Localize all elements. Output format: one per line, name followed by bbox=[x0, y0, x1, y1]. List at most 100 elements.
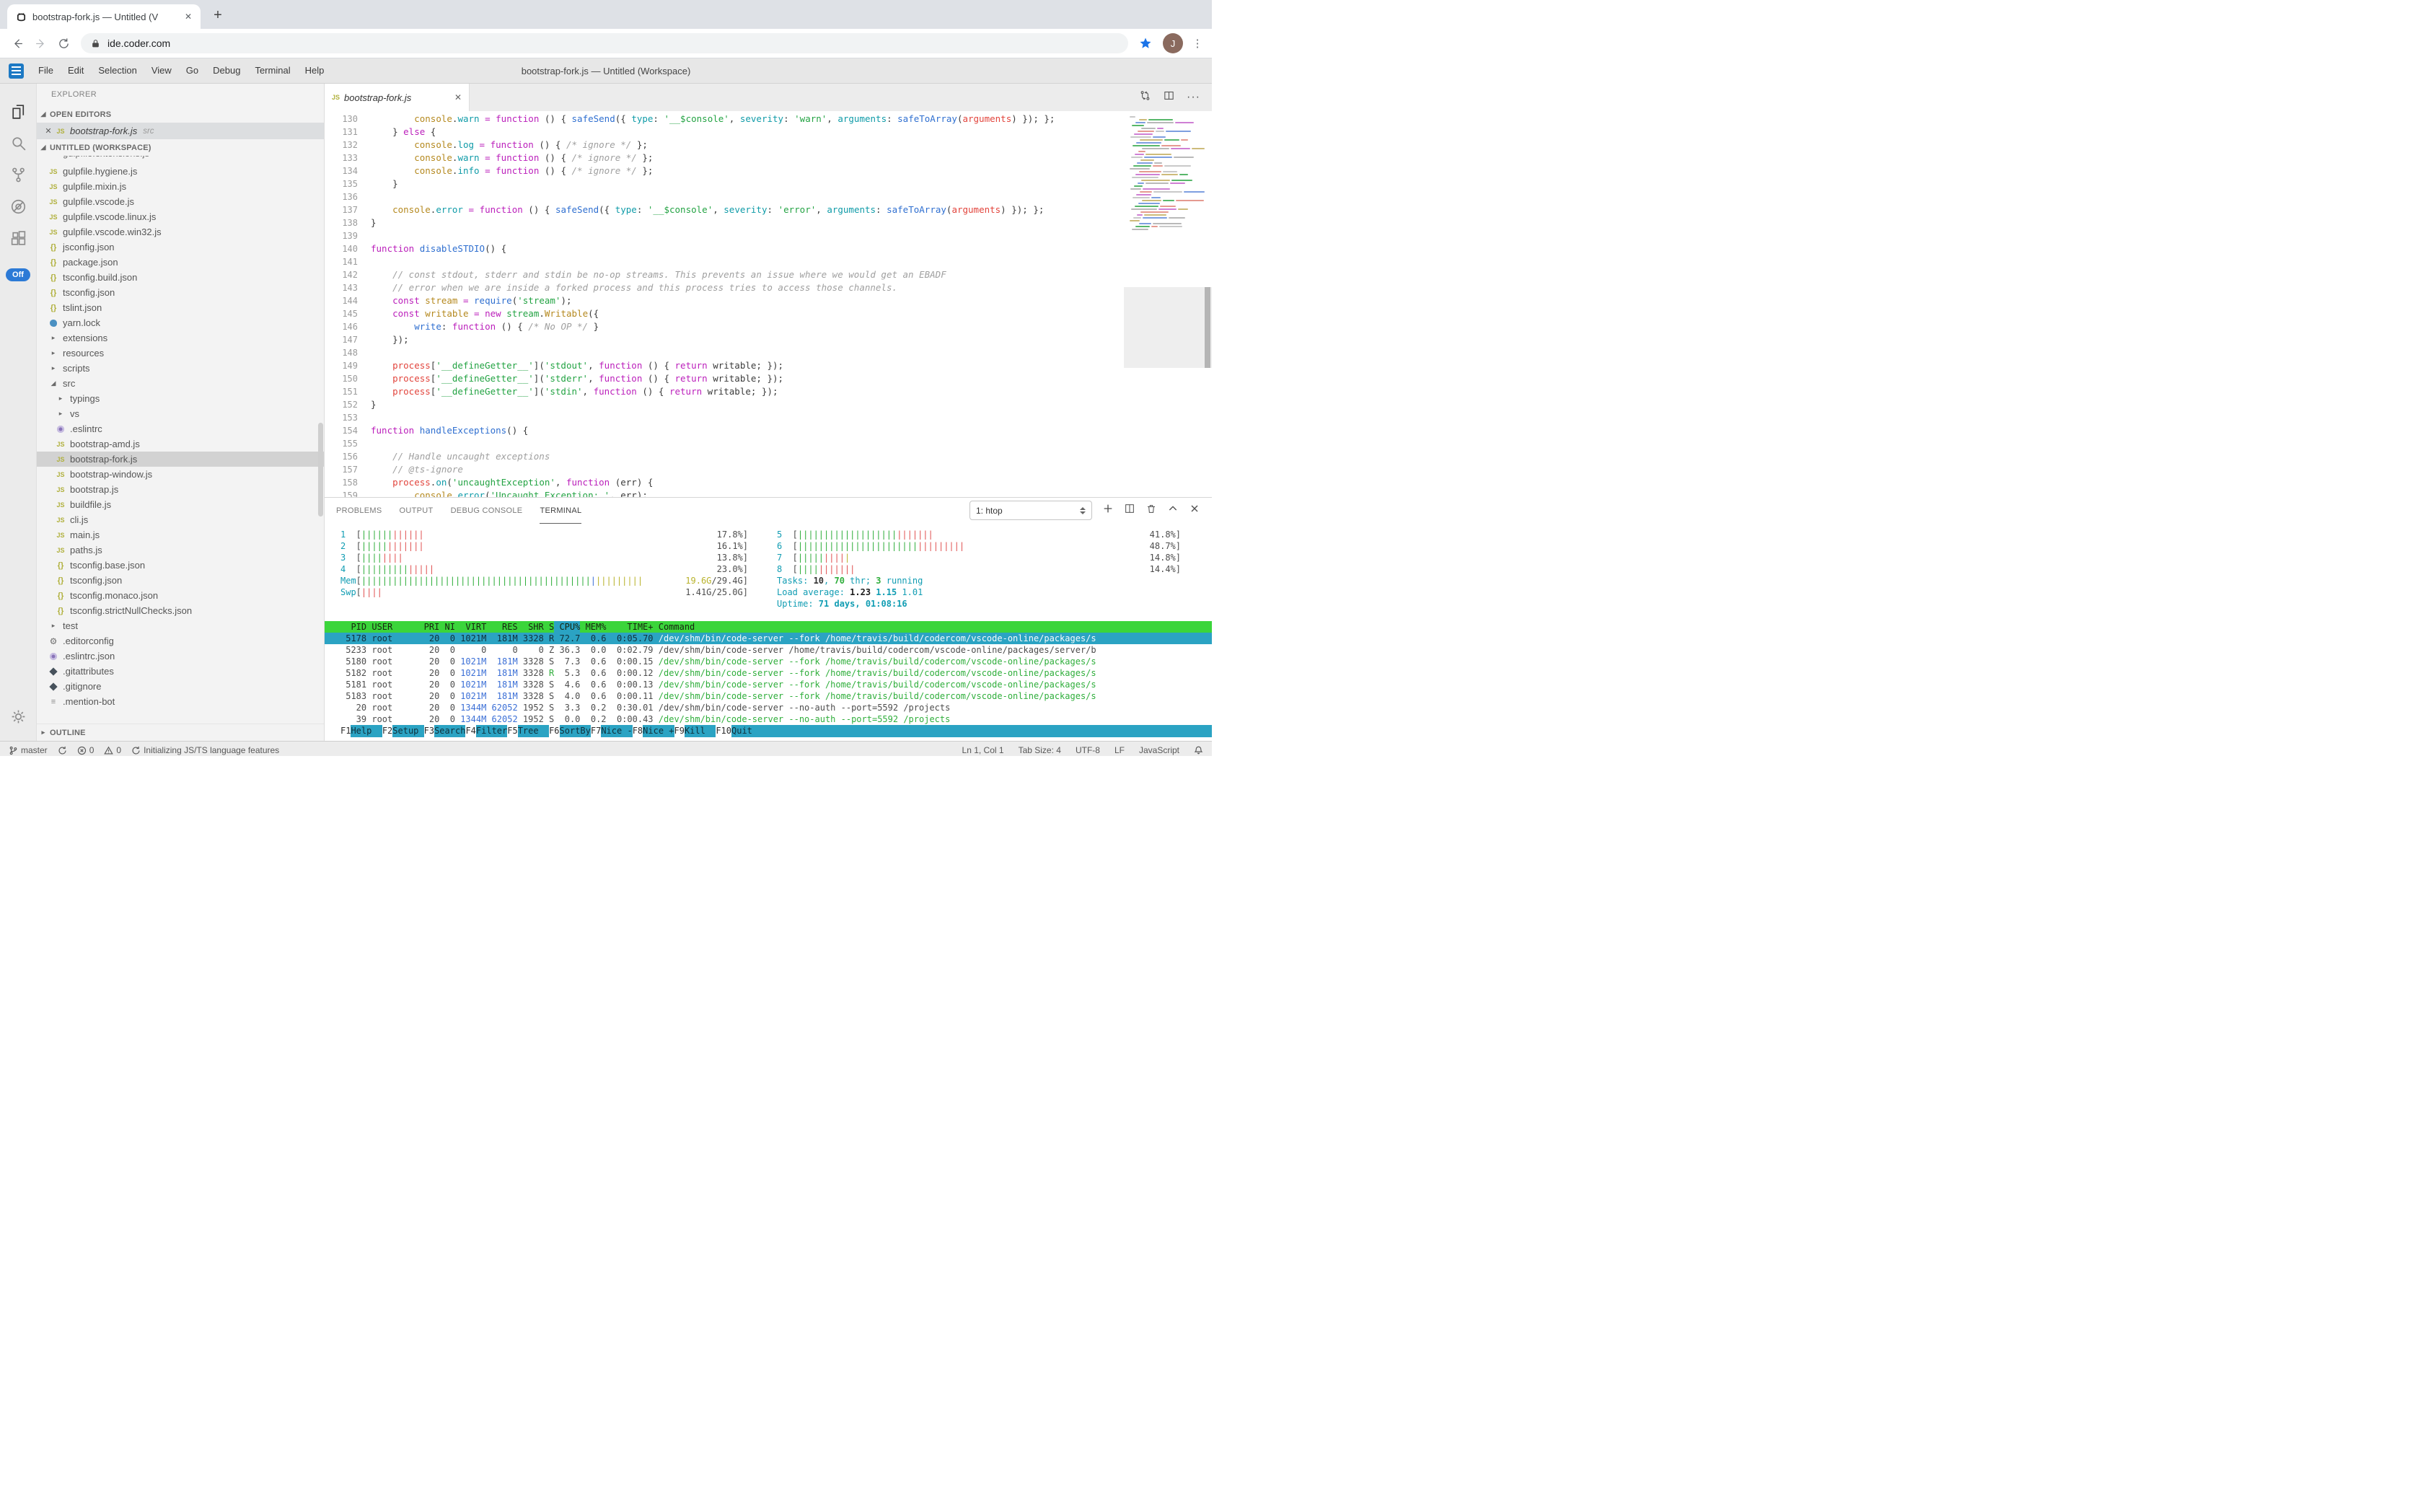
file-row[interactable]: ⚙ .editorconfig bbox=[37, 633, 324, 649]
status-item[interactable]: Tab Size: 4 bbox=[1018, 745, 1061, 755]
terminal-select[interactable]: 1: htop bbox=[969, 501, 1092, 520]
editor-tab[interactable]: JS bootstrap-fork.js ✕ bbox=[325, 84, 470, 111]
minimap-slider[interactable] bbox=[1124, 287, 1212, 368]
file-row[interactable]: .gitignore bbox=[37, 679, 324, 694]
notifications-bell-icon[interactable] bbox=[1194, 746, 1203, 755]
debug-disabled-icon[interactable] bbox=[1, 190, 35, 222]
menu-item[interactable]: Edit bbox=[67, 65, 84, 76]
panel-tab-debug-console[interactable]: DEBUG CONSOLE bbox=[450, 506, 523, 515]
panel-tab-terminal[interactable]: TERMINAL bbox=[540, 498, 582, 524]
off-badge[interactable]: Off bbox=[6, 268, 30, 281]
extensions-icon[interactable] bbox=[1, 222, 35, 254]
avatar[interactable]: J bbox=[1163, 33, 1183, 53]
open-changes-icon[interactable] bbox=[1139, 89, 1151, 105]
menu-item[interactable]: File bbox=[38, 65, 53, 76]
file-row[interactable]: {} tsconfig.monaco.json bbox=[37, 588, 324, 603]
sidebar-scrollbar[interactable] bbox=[318, 423, 323, 517]
browser-menu-icon[interactable]: ⋮ bbox=[1192, 38, 1203, 50]
source-control-icon[interactable] bbox=[1, 159, 35, 190]
file-row[interactable]: JS paths.js bbox=[37, 542, 324, 558]
status-item[interactable]: UTF-8 bbox=[1075, 745, 1100, 755]
file-row[interactable]: yarn.lock bbox=[37, 315, 324, 330]
warnings-status[interactable]: 0 bbox=[104, 745, 121, 755]
menu-item[interactable]: View bbox=[151, 65, 172, 76]
file-row[interactable]: .gitattributes bbox=[37, 664, 324, 679]
open-editors-header[interactable]: ◢ OPEN EDITORS bbox=[37, 106, 324, 123]
close-panel-icon[interactable] bbox=[1189, 503, 1200, 518]
file-row[interactable]: ▸ extensions bbox=[37, 330, 324, 346]
maximize-panel-icon[interactable] bbox=[1167, 503, 1179, 518]
terminal[interactable]: 1[|||||||||||| 17.8%] 5[||||||||||||||||||… bbox=[325, 523, 1212, 741]
file-row[interactable]: {} tsconfig.base.json bbox=[37, 558, 324, 573]
settings-gear-icon[interactable] bbox=[1, 700, 35, 732]
back-icon[interactable] bbox=[6, 32, 29, 55]
more-actions-icon[interactable]: ··· bbox=[1187, 91, 1200, 103]
file-row[interactable]: {} tsconfig.strictNullChecks.json bbox=[37, 603, 324, 618]
file-row[interactable]: {} tsconfig.json bbox=[37, 285, 324, 300]
menu-item[interactable]: Go bbox=[185, 65, 199, 76]
browser-tab[interactable]: bootstrap-fork.js — Untitled (V ✕ bbox=[7, 4, 201, 29]
language-init-status[interactable]: Initializing JS/TS language features bbox=[131, 745, 279, 755]
file-row[interactable]: JS bootstrap-amd.js bbox=[37, 436, 324, 452]
file-row[interactable]: ≡ .mention-bot bbox=[37, 694, 324, 709]
file-row[interactable]: JS gulpfile.hygiene.js bbox=[37, 164, 324, 179]
code-area[interactable]: 130 console.warn = function () { safeSen… bbox=[325, 111, 1124, 497]
file-row[interactable]: JS gulpfile.mixin.js bbox=[37, 179, 324, 194]
forward-icon[interactable] bbox=[29, 32, 52, 55]
file-row[interactable]: JS gulpfile.vscode.win32.js bbox=[37, 224, 324, 239]
split-terminal-icon[interactable] bbox=[1124, 503, 1135, 518]
menu-item[interactable]: Terminal bbox=[255, 65, 291, 76]
panel-tab-problems[interactable]: PROBLEMS bbox=[336, 506, 382, 515]
file-row[interactable]: {} jsconfig.json bbox=[37, 239, 324, 255]
file-row[interactable]: JS cli.js bbox=[37, 512, 324, 527]
open-editor-item[interactable]: ✕ JS bootstrap-fork.js src bbox=[37, 123, 324, 139]
explorer-icon[interactable] bbox=[1, 95, 35, 127]
editor-scrollbar[interactable] bbox=[1205, 287, 1210, 368]
file-row[interactable]: JS gulpfile.vscode.linux.js bbox=[37, 209, 324, 224]
file-row[interactable]: JS bootstrap-fork.js bbox=[37, 452, 324, 467]
minimap[interactable] bbox=[1124, 111, 1212, 497]
reload-icon[interactable] bbox=[52, 32, 75, 55]
file-row[interactable]: ▸ resources bbox=[37, 346, 324, 361]
status-item[interactable]: LF bbox=[1114, 745, 1125, 755]
browser-tab-close-icon[interactable]: ✕ bbox=[184, 12, 193, 22]
tab-close-icon[interactable]: ✕ bbox=[454, 92, 462, 102]
url-bar[interactable]: ide.coder.com bbox=[81, 33, 1128, 53]
split-editor-icon[interactable] bbox=[1163, 89, 1175, 105]
menu-item[interactable]: Help bbox=[304, 65, 325, 76]
file-row[interactable]: ▸ typings bbox=[37, 391, 324, 406]
errors-status[interactable]: 0 bbox=[77, 745, 94, 755]
file-row[interactable]: {} tsconfig.json bbox=[37, 573, 324, 588]
file-row[interactable]: .eslintrc bbox=[37, 421, 324, 436]
panel-tab-output[interactable]: OUTPUT bbox=[399, 506, 434, 515]
file-row[interactable]: JS bootstrap.js bbox=[37, 482, 324, 497]
file-row[interactable]: ▸ vs bbox=[37, 406, 324, 421]
file-row[interactable]: ◢ src bbox=[37, 376, 324, 391]
file-row[interactable]: JS main.js bbox=[37, 527, 324, 542]
menu-item[interactable]: Selection bbox=[98, 65, 137, 76]
status-item[interactable]: Ln 1, Col 1 bbox=[962, 745, 1004, 755]
close-icon[interactable]: ✕ bbox=[45, 127, 52, 136]
code-editor[interactable]: 130 console.warn = function () { safeSen… bbox=[325, 111, 1212, 497]
file-row[interactable]: JS gulpfile.vscode.js bbox=[37, 194, 324, 209]
file-row[interactable]: {} package.json bbox=[37, 255, 324, 270]
new-tab-button[interactable]: + bbox=[214, 6, 222, 23]
kill-terminal-icon[interactable] bbox=[1145, 503, 1157, 518]
bookmark-star-icon[interactable] bbox=[1134, 32, 1157, 55]
file-row[interactable]: JS buildfile.js bbox=[37, 497, 324, 512]
file-row[interactable]: ▸ scripts bbox=[37, 361, 324, 376]
search-icon[interactable] bbox=[1, 127, 35, 159]
file-row[interactable]: JS bootstrap-window.js bbox=[37, 467, 324, 482]
file-row[interactable]: .eslintrc.json bbox=[37, 649, 324, 664]
git-branch-status[interactable]: master bbox=[9, 745, 48, 755]
file-row[interactable]: {} tsconfig.build.json bbox=[37, 270, 324, 285]
outline-header[interactable]: ▸ OUTLINE bbox=[37, 724, 324, 741]
file-row[interactable]: ▸ test bbox=[37, 618, 324, 633]
sync-status[interactable] bbox=[58, 746, 67, 755]
file-row[interactable]: {} tslint.json bbox=[37, 300, 324, 315]
menu-item[interactable]: Debug bbox=[213, 65, 241, 76]
workspace-header[interactable]: ◢ UNTITLED (WORKSPACE) bbox=[37, 139, 324, 156]
new-terminal-icon[interactable] bbox=[1102, 503, 1114, 518]
ide-logo-icon[interactable] bbox=[9, 63, 24, 79]
